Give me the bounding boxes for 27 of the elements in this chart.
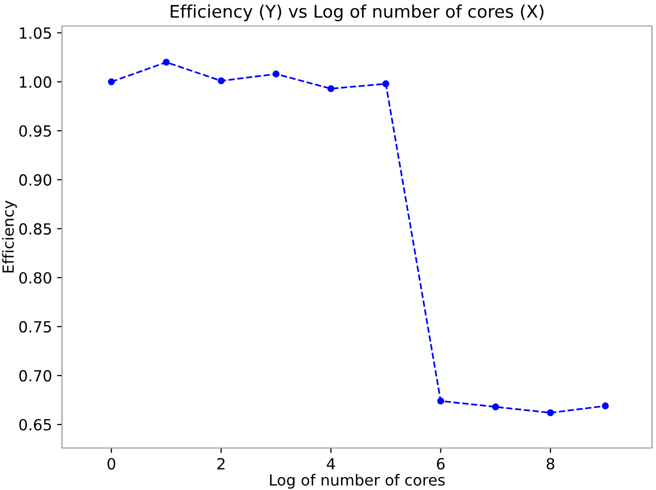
- y-axis-title: Efficiency: [2, 200, 17, 272]
- x-tick-label: 6: [436, 458, 445, 470]
- point: [492, 403, 500, 410]
- y-tick-label: 0.65: [19, 418, 51, 431]
- y-tick-label: 0.75: [19, 321, 51, 333]
- point: [272, 70, 280, 78]
- x-tick-label: 0: [108, 458, 116, 470]
- x-axis-title: Log of number of cores: [270, 474, 445, 489]
- point: [218, 77, 225, 84]
- x-tick-label: 2: [217, 458, 224, 470]
- y-tick-label: 0.85: [19, 223, 51, 235]
- point: [108, 78, 115, 86]
- point: [546, 409, 554, 416]
- y-tick-label: 0.90: [19, 174, 52, 186]
- y-tick-label: 0.95: [19, 125, 51, 137]
- chart-title: Efficiency (Y) vs Log of number of cores (X): [170, 4, 544, 22]
- y-tick-label: 0.70: [19, 370, 52, 382]
- point: [602, 402, 609, 410]
- y-tick-label: 1.00: [20, 76, 52, 88]
- x-tick-label: 4: [326, 458, 335, 470]
- point: [162, 58, 170, 66]
- point: [437, 398, 444, 404]
- point: [327, 85, 334, 92]
- y-tick-label: 0.80: [19, 272, 52, 284]
- point: [382, 80, 390, 88]
- y-tick-label: 1.05: [20, 27, 51, 39]
- x-tick-label: 8: [546, 458, 554, 470]
